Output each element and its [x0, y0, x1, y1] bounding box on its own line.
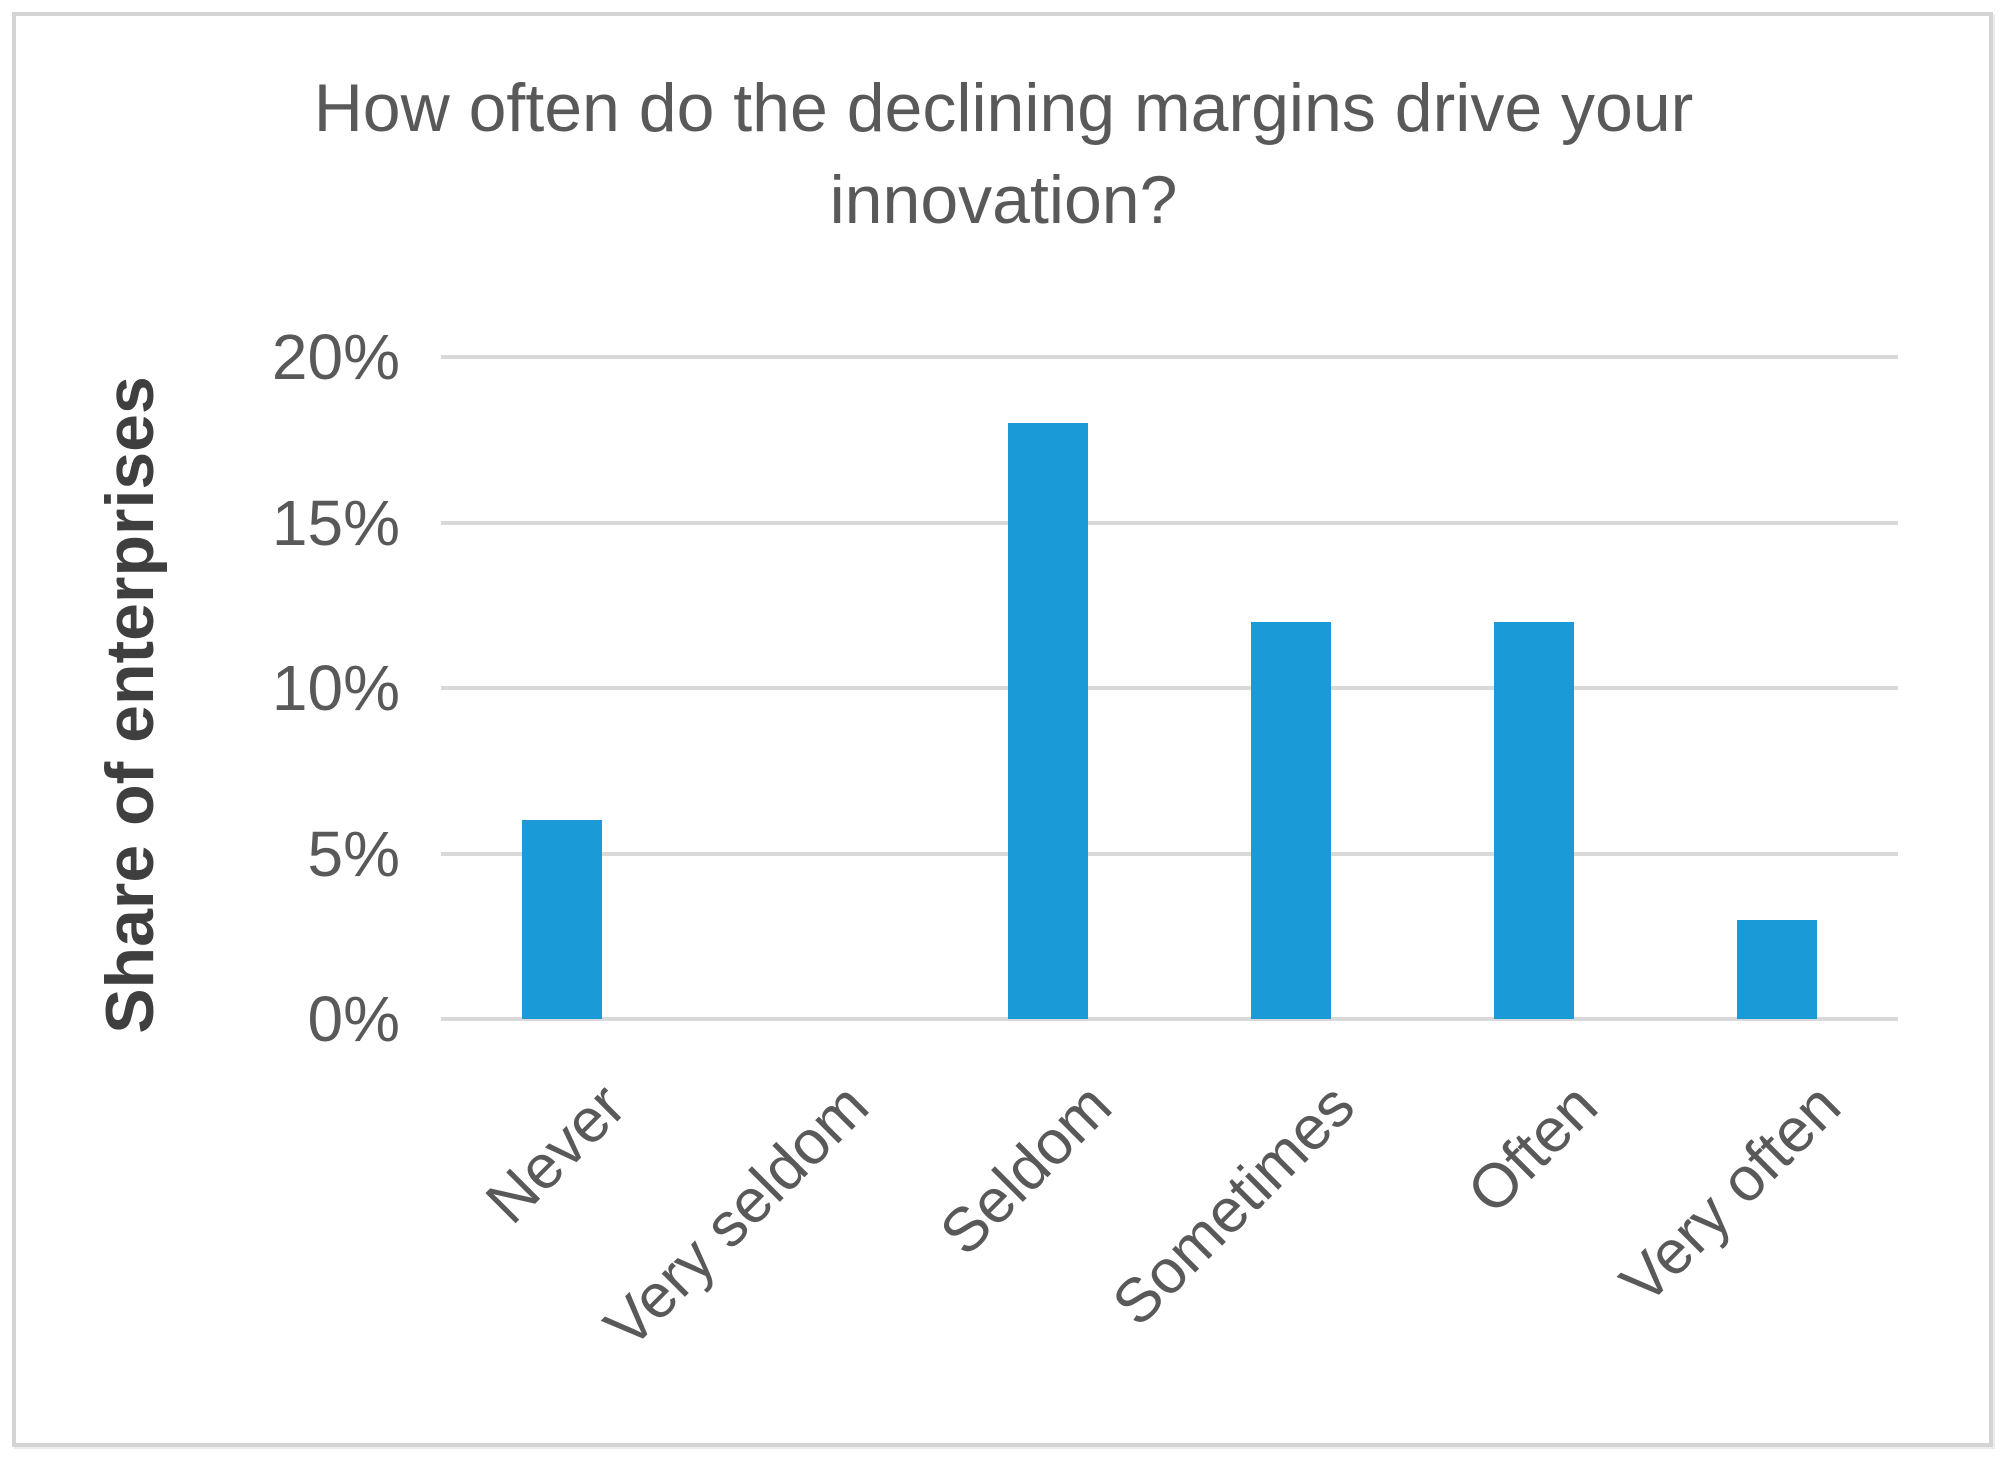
bar-very-often [1736, 919, 1817, 1019]
y-tick-label: 20% [271, 321, 400, 393]
y-tick-label: 10% [271, 652, 400, 724]
gridline-10pct [441, 686, 1898, 690]
gridline-0pct [441, 1017, 1898, 1021]
chart-title-line-2: innovation? [829, 162, 1178, 238]
gridline-15pct [441, 520, 1898, 525]
gridline-20pct [441, 355, 1898, 359]
gridline-5pct [441, 851, 1898, 856]
y-tick-label: 15% [271, 486, 400, 559]
y-tick-label: 5% [307, 817, 401, 890]
bar-often [1493, 621, 1574, 1019]
chart-title-line-1: How often do the declining margins drive… [313, 70, 1694, 146]
y-tick-label: 0% [307, 983, 401, 1055]
chart-title: How often do the declining margins drive… [0, 62, 2007, 246]
chart-outer-border [12, 12, 1993, 1447]
plot-area: 0% 5% 10% 15% 20% Never Very seldom Seldom Somet… [272, 321, 1898, 1361]
bar-seldom [1008, 423, 1089, 1019]
bar-never [522, 820, 603, 1019]
bar-sometimes [1250, 621, 1331, 1019]
